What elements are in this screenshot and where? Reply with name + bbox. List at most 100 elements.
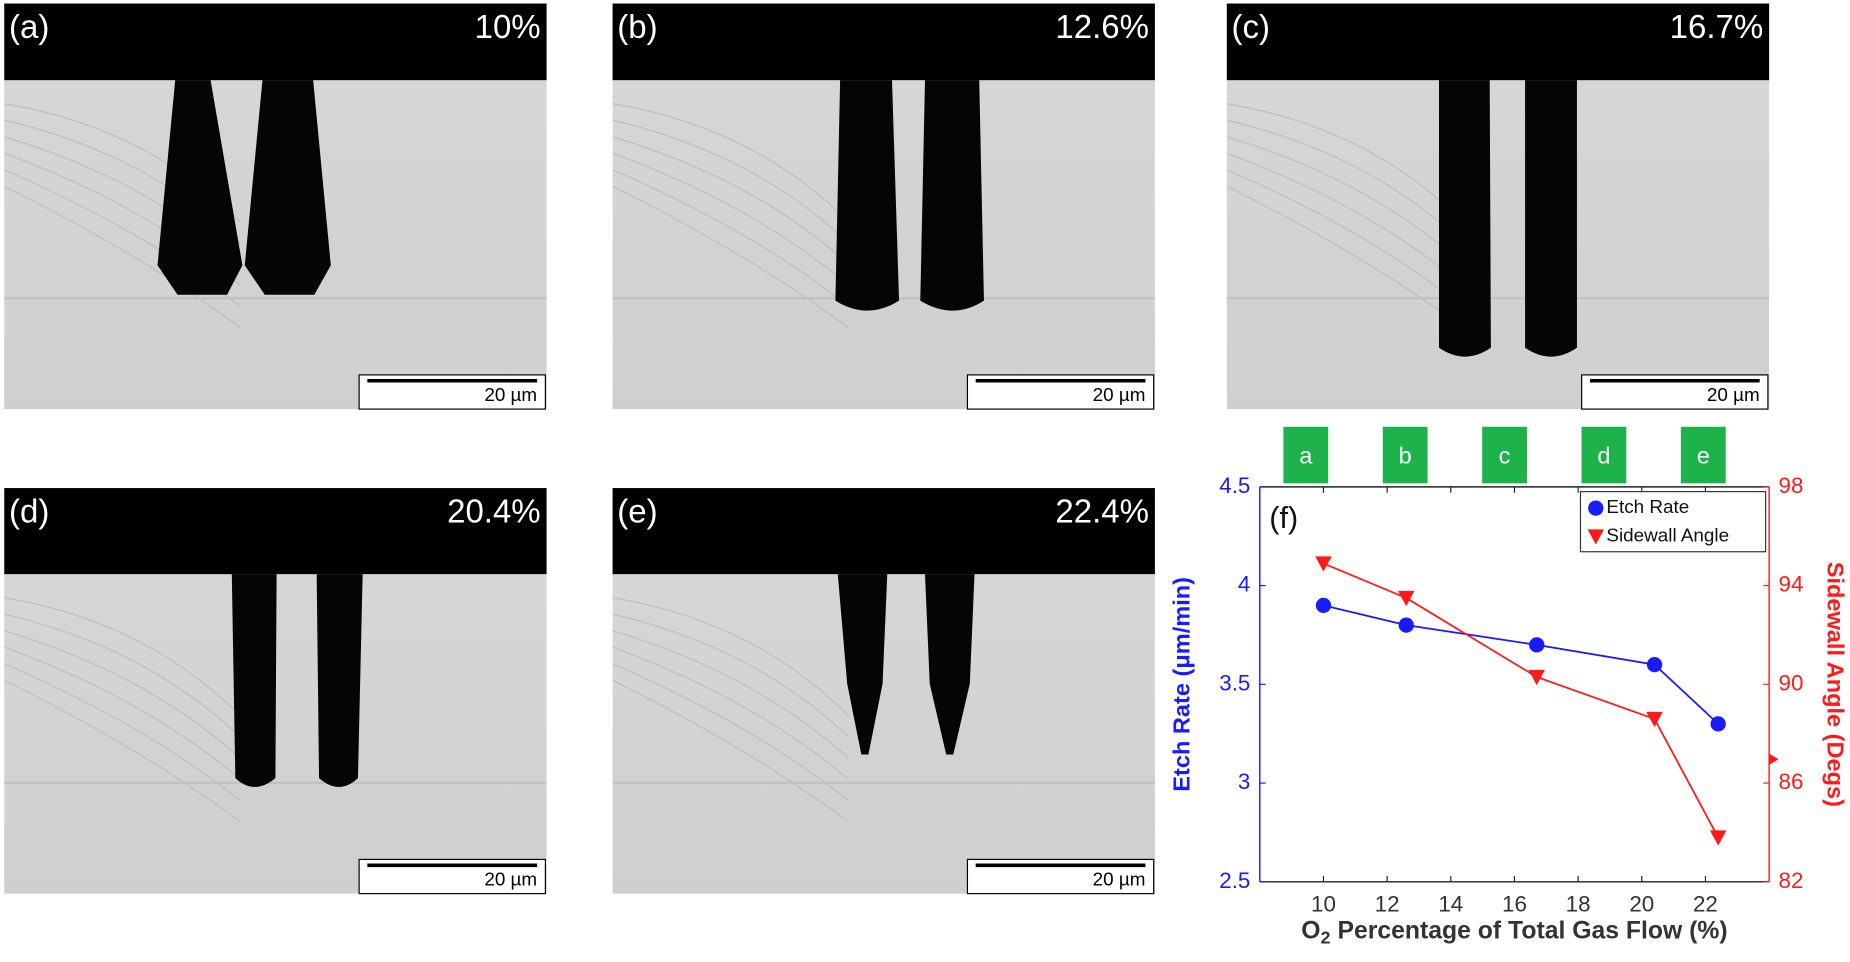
legend-label: Sidewall Angle (1606, 524, 1729, 545)
sem-texture (612, 679, 849, 823)
scale-label: 20 µm (484, 869, 537, 890)
sem-texture (612, 169, 849, 307)
data-point (1710, 716, 1726, 732)
x-tick-label: 22 (1693, 891, 1718, 916)
x-tick-label: 20 (1629, 891, 1654, 916)
x-tick-label: 14 (1438, 891, 1463, 916)
trench (1439, 80, 1491, 357)
scale-label: 20 µm (1707, 384, 1760, 405)
y2-axis-title: Sidewall Angle (Degs) (1823, 562, 1849, 807)
data-point (1315, 556, 1332, 572)
panel-percent: 16.7% (1670, 8, 1764, 45)
marker-label: c (1499, 443, 1511, 469)
sem-texture (612, 646, 849, 780)
data-point (1709, 830, 1727, 846)
trench (920, 80, 984, 311)
marker-label: d (1597, 443, 1610, 469)
marker-box (1382, 426, 1428, 484)
trench (157, 80, 243, 295)
y2-tick-label: 98 (1779, 473, 1804, 498)
panel-label: (c) (1232, 8, 1270, 45)
x-axis-title: O2 Percentage of Total Gas Flow (%) (1301, 917, 1727, 947)
sem-top-band (612, 488, 1155, 575)
marker-box (1581, 426, 1627, 484)
sem-texture (612, 136, 849, 265)
marker-label: a (1299, 443, 1313, 469)
x-tick-label: 16 (1502, 891, 1527, 916)
sem-texture (4, 613, 241, 738)
marker-box (1283, 426, 1329, 484)
x-tick-label: 12 (1375, 891, 1400, 916)
marker-label: e (1697, 443, 1710, 469)
sem-texture (1226, 136, 1463, 265)
x-axis-title-rest: Percentage of Total Gas Flow (%) (1337, 917, 1727, 944)
trench (835, 80, 900, 311)
panel-percent: 10% (475, 8, 541, 45)
panel-percent: 12.6% (1055, 8, 1149, 45)
sem-texture (1226, 152, 1463, 286)
panel-percent: 22.4% (1055, 493, 1149, 530)
legend-marker (1588, 500, 1604, 516)
data-point (1397, 590, 1415, 607)
sem-top-band (4, 488, 547, 575)
sem-texture (4, 646, 241, 780)
sem-texture (4, 630, 241, 759)
chart-panel-label: (f) (1269, 501, 1298, 535)
trench (925, 574, 975, 755)
data-point (1398, 617, 1414, 633)
sem-texture (4, 597, 241, 717)
trench (244, 80, 331, 295)
panel-label: (b) (617, 8, 657, 45)
scale-label: 20 µm (484, 384, 537, 405)
marker-box (1482, 426, 1527, 484)
sem-texture (3, 185, 241, 329)
data-point (1646, 656, 1663, 673)
sem-texture (612, 663, 849, 801)
sem-top-band (612, 3, 1155, 81)
marker-box (1680, 426, 1726, 484)
y-tick-label: 4.5 (1219, 473, 1250, 498)
scale-label: 20 µm (1093, 869, 1146, 890)
y2-tick-label: 90 (1779, 670, 1804, 695)
y2-tick-label: 94 (1779, 572, 1804, 597)
y-tick-label: 4 (1238, 572, 1250, 597)
legend-label: Etch Rate (1606, 496, 1689, 517)
y-tick-label: 3 (1238, 769, 1250, 794)
sem-texture (612, 613, 849, 738)
sem-texture (612, 152, 849, 286)
sem-texture (3, 679, 241, 823)
y2-tick-label: 82 (1779, 868, 1804, 893)
y2-tick-label: 86 (1779, 769, 1804, 794)
sem-texture (612, 119, 849, 244)
x-tick-label: 18 (1566, 891, 1591, 916)
trench (316, 574, 363, 787)
data-point (1529, 637, 1545, 653)
trench (231, 574, 277, 787)
data-point (1646, 711, 1663, 728)
x-tick-label: 10 (1311, 891, 1336, 916)
plot-area (1259, 486, 1770, 882)
x-axis-title-base: O (1301, 917, 1320, 944)
panel-label: (a) (9, 8, 49, 45)
y-tick-label: 3.5 (1219, 670, 1250, 695)
panel-label: (e) (617, 493, 657, 530)
y-axis-title: Etch Rate (μm/min) (1168, 577, 1194, 792)
sem-texture (612, 185, 849, 329)
legend-box (1579, 491, 1767, 553)
sem-top-band (1226, 3, 1770, 81)
data-point (1315, 597, 1332, 614)
sem-texture (4, 663, 241, 801)
sem-texture (612, 597, 849, 717)
sem-texture (612, 630, 849, 759)
legend-marker (1587, 529, 1605, 545)
sem-texture (612, 103, 849, 223)
marker-label: b (1399, 443, 1412, 469)
sem-top-band (4, 3, 547, 81)
sem-texture (1226, 169, 1463, 307)
sem-texture (1226, 103, 1464, 223)
data-point (1528, 669, 1545, 686)
trench (1525, 80, 1577, 357)
trench (837, 574, 888, 755)
